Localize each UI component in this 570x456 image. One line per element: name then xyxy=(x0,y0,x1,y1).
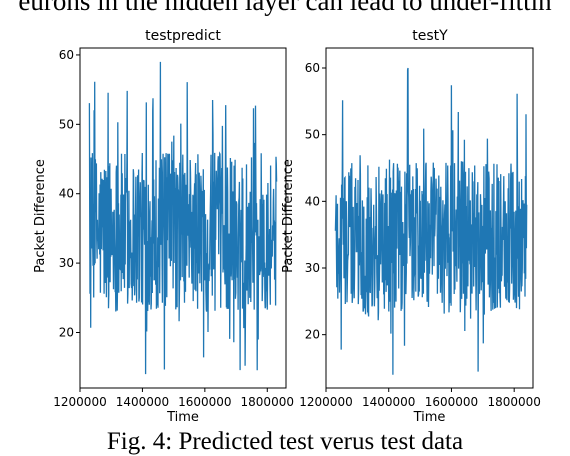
subplot-testpredict: 20 30 40 50 60 1200000 1400000 1600000 1800000 te… xyxy=(33,28,294,425)
body-text-line: eurons in the hidden layer can lead to u… xyxy=(18,0,552,16)
chart-title: testY xyxy=(412,28,448,44)
axes-frame xyxy=(79,47,287,389)
y-axis-label: Packet Difference xyxy=(281,159,296,273)
figure-caption: Fig. 4: Predicted test verus test data xyxy=(106,428,464,455)
x-tick-label: 1600000 xyxy=(425,395,478,409)
y-tick-label: 60 xyxy=(305,61,320,75)
x-tick-label: 1200000 xyxy=(53,395,106,409)
y-tick-label: 30 xyxy=(305,261,320,275)
y-tick-label: 30 xyxy=(59,256,74,270)
x-tick-label: 1800000 xyxy=(241,395,294,409)
y-tick-label: 50 xyxy=(59,117,74,131)
y-tick-label: 20 xyxy=(305,328,320,342)
y-tick-label: 40 xyxy=(59,187,74,201)
x-tick-label: 1200000 xyxy=(299,395,352,409)
chart-title: testpredict xyxy=(145,28,221,44)
x-tick-label: 1800000 xyxy=(487,395,540,409)
figure: 20 30 40 50 60 1200000 1400000 1600000 1800000 te… xyxy=(33,28,541,425)
y-axis-label: Packet Difference xyxy=(33,159,48,273)
subplot-testY: 20 30 40 50 60 1200000 1400000 1600000 1800000 te… xyxy=(281,28,541,425)
y-tick-label: 50 xyxy=(305,128,320,142)
series-line xyxy=(334,67,528,375)
x-tick-label: 1600000 xyxy=(178,395,231,409)
y-tick-label: 20 xyxy=(59,325,74,339)
x-tick-label: 1400000 xyxy=(362,395,415,409)
x-tick-label: 1400000 xyxy=(116,395,169,409)
axes-frame xyxy=(325,47,534,389)
y-tick-label: 60 xyxy=(59,48,74,62)
series-line xyxy=(88,61,278,375)
x-axis-label: Time xyxy=(166,410,199,425)
y-tick-label: 40 xyxy=(305,194,320,208)
x-axis-label: Time xyxy=(413,410,446,425)
